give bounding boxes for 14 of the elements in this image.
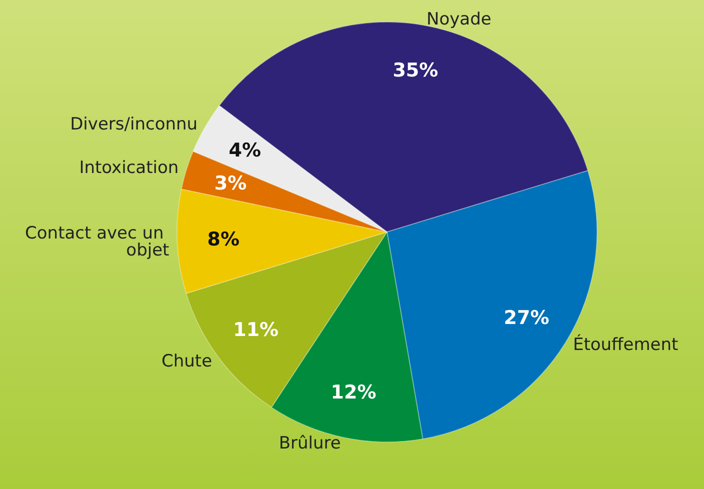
slice-label: Divers/inconnu xyxy=(70,114,198,135)
data-label: 11% xyxy=(233,319,279,342)
slice-label: Intoxication xyxy=(79,158,179,178)
slice-label: Chute xyxy=(161,351,212,372)
data-label: 12% xyxy=(330,381,376,404)
data-label: 4% xyxy=(228,140,261,162)
data-label: 35% xyxy=(392,60,438,82)
slice-label: Brûlure xyxy=(278,433,341,454)
slice-label: Noyade xyxy=(426,9,492,30)
data-label: 3% xyxy=(214,172,247,195)
slice-label: Contact avec un objet xyxy=(25,223,170,260)
data-label: 8% xyxy=(207,228,240,250)
data-label: 27% xyxy=(504,306,550,329)
slice-label: Étouffement xyxy=(572,334,679,356)
